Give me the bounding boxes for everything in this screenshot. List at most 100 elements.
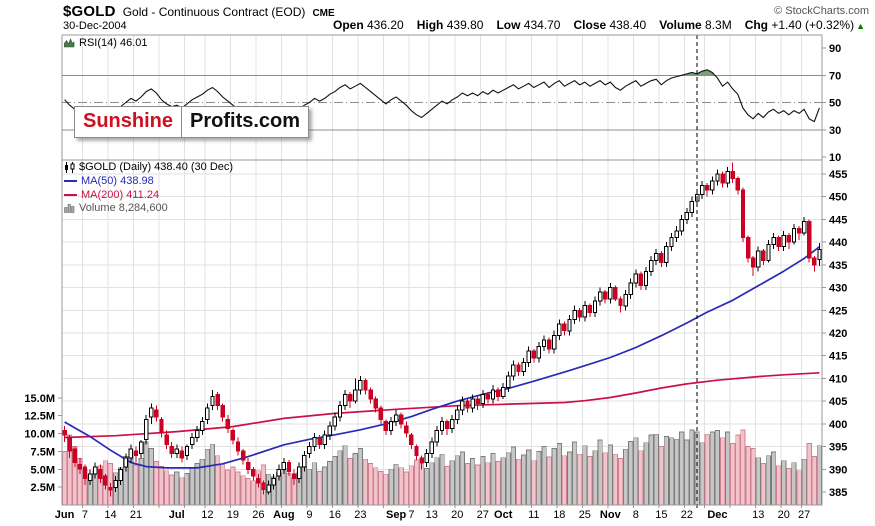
volume-bar bbox=[393, 463, 399, 506]
volume-bar bbox=[439, 453, 445, 506]
candle-body bbox=[317, 437, 322, 445]
volume-bar bbox=[612, 453, 618, 506]
volume-bar bbox=[776, 465, 782, 506]
volume-bar bbox=[801, 458, 807, 506]
quote-volume: Volume 8.3M bbox=[659, 18, 732, 32]
volume-bar bbox=[587, 456, 593, 506]
x-axis-day-label: 27 bbox=[798, 509, 810, 521]
volume-bar bbox=[561, 455, 567, 506]
candle-body bbox=[669, 237, 674, 248]
volume-bar bbox=[546, 456, 552, 506]
candle-body bbox=[327, 425, 333, 436]
candle-body bbox=[735, 178, 741, 191]
ma50-legend: MA(50) 438.98 bbox=[64, 175, 154, 187]
volume-axis-label: 5.0M bbox=[31, 464, 55, 476]
candle-body bbox=[700, 184, 705, 195]
candle-body bbox=[613, 287, 618, 300]
candle-body bbox=[470, 398, 475, 409]
price-axis-label: 415 bbox=[829, 351, 847, 363]
volume-bar bbox=[699, 442, 705, 506]
volume-bar bbox=[679, 431, 685, 506]
x-axis-day-label: 20 bbox=[778, 509, 790, 521]
volume-bar bbox=[684, 439, 690, 506]
volume-bar bbox=[556, 443, 562, 506]
candle-body bbox=[261, 482, 266, 491]
candle-body bbox=[628, 282, 633, 295]
candle-body bbox=[404, 425, 409, 434]
volume-bar bbox=[459, 451, 465, 506]
volume-bar bbox=[225, 469, 231, 506]
watermark-profits[interactable]: Profits.com bbox=[181, 106, 310, 138]
price-axis-label: 440 bbox=[829, 237, 847, 249]
candle-body bbox=[684, 212, 689, 220]
candle-body bbox=[286, 462, 292, 473]
watermark-sunshine[interactable]: Sunshine bbox=[74, 106, 183, 138]
x-axis-day-label: 21 bbox=[130, 509, 142, 521]
volume-bar bbox=[281, 468, 287, 506]
volume-bar bbox=[516, 458, 522, 506]
price-axis-label: 410 bbox=[829, 373, 847, 385]
volume-bar bbox=[424, 468, 430, 506]
volume-bar bbox=[215, 455, 221, 506]
sunshine-profits-watermark[interactable]: Sunshine Profits.com bbox=[74, 106, 310, 138]
quote-low: Low 434.70 bbox=[496, 18, 561, 32]
x-axis-month-label: Jul bbox=[169, 509, 185, 521]
volume-bar bbox=[429, 462, 435, 506]
volume-bar bbox=[179, 477, 185, 506]
volume-bar bbox=[806, 443, 812, 506]
rsi-legend-label: RSI(14) 46.01 bbox=[79, 37, 148, 49]
candle-body bbox=[745, 237, 751, 259]
volume-legend-label: Volume 8,284,600 bbox=[79, 202, 168, 214]
volume-bar bbox=[658, 446, 664, 506]
candle-body bbox=[552, 334, 557, 350]
x-axis-day-label: 25 bbox=[579, 509, 591, 521]
volume-legend: Volume 8,284,600 bbox=[64, 202, 168, 214]
candle-body bbox=[460, 400, 465, 411]
candle-body bbox=[603, 291, 608, 300]
x-axis-day-label: 22 bbox=[681, 509, 693, 521]
x-axis-day-label: 15 bbox=[655, 509, 667, 521]
candle-body bbox=[276, 468, 282, 477]
candle-body bbox=[791, 228, 797, 243]
volume-bar bbox=[755, 457, 761, 506]
candle-body bbox=[230, 430, 236, 441]
volume-bar bbox=[414, 459, 420, 506]
candle-body bbox=[138, 441, 144, 454]
candle-body bbox=[802, 221, 807, 234]
volume-bar bbox=[709, 431, 715, 506]
quote-high: High 439.80 bbox=[416, 18, 484, 32]
candle-body bbox=[98, 468, 103, 479]
volume-bar bbox=[505, 452, 511, 506]
volume-bar bbox=[419, 463, 425, 506]
volume-bar bbox=[454, 455, 460, 506]
volume-bar bbox=[204, 448, 210, 506]
candle-body bbox=[393, 414, 399, 423]
volume-bar bbox=[811, 456, 817, 506]
volume-bar bbox=[189, 467, 195, 506]
volume-bar bbox=[551, 448, 557, 506]
candle-body bbox=[419, 457, 424, 463]
ma200-legend: MA(200) 411.24 bbox=[64, 189, 159, 201]
volume-bar bbox=[653, 433, 659, 506]
ma200-legend-label: MA(200) 411.24 bbox=[81, 189, 160, 201]
volume-bar bbox=[689, 429, 695, 506]
volume-bar bbox=[62, 451, 68, 506]
volume-bar bbox=[648, 434, 654, 506]
volume-bar bbox=[286, 473, 292, 506]
price-axis-label: 420 bbox=[829, 328, 847, 340]
volume-bar bbox=[796, 470, 802, 506]
candle-body bbox=[781, 234, 786, 248]
candle-body bbox=[577, 309, 582, 318]
volume-bar bbox=[510, 446, 516, 506]
candle-body bbox=[93, 466, 98, 475]
volume-bar bbox=[465, 463, 471, 506]
candle-body bbox=[705, 184, 710, 191]
volume-bar bbox=[220, 463, 226, 506]
volume-bar bbox=[618, 458, 624, 506]
rsi-legend: RSI(14) 46.01 bbox=[64, 37, 147, 49]
candle-body bbox=[582, 305, 587, 318]
candle-body bbox=[490, 389, 496, 400]
candle-body bbox=[638, 273, 644, 286]
volume-bar bbox=[607, 444, 613, 506]
candle-body bbox=[72, 448, 77, 463]
